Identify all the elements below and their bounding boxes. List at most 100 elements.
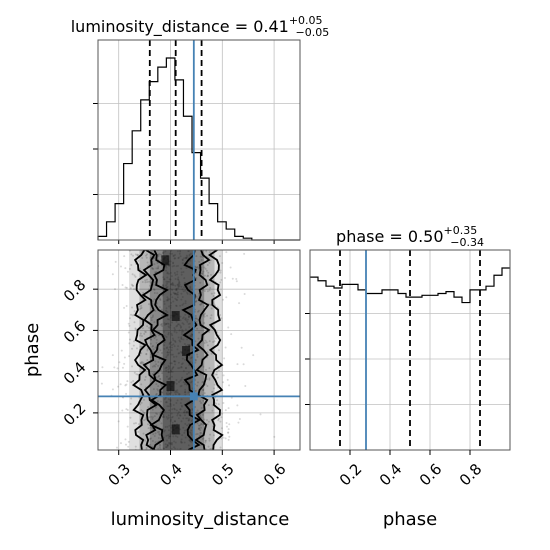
sample-point — [200, 272, 203, 275]
sample-point — [228, 384, 231, 387]
sample-point — [182, 417, 185, 420]
sample-point — [165, 401, 168, 404]
sample-point — [176, 273, 179, 276]
sample-point — [175, 320, 178, 323]
sample-point — [134, 275, 137, 278]
sample-point — [156, 351, 159, 354]
sample-point — [155, 376, 158, 379]
sample-point — [146, 325, 149, 328]
sample-point — [168, 365, 171, 368]
sample-point — [167, 272, 170, 275]
sample-point — [133, 371, 136, 374]
sample-point — [161, 294, 164, 297]
sample-point — [165, 375, 168, 378]
sample-point — [208, 367, 211, 370]
sample-point — [200, 407, 203, 410]
sample-point — [168, 378, 171, 381]
sample-point — [199, 281, 202, 284]
sample-point — [142, 411, 145, 414]
sample-point — [160, 369, 163, 372]
y-tick-label: 0.6 — [60, 317, 90, 347]
sample-point — [195, 276, 198, 279]
sample-point — [160, 308, 163, 311]
sample-point — [194, 317, 197, 320]
sample-point — [167, 297, 170, 300]
sample-point — [159, 298, 162, 301]
sample-point — [166, 285, 169, 288]
sample-point — [180, 363, 183, 366]
sample-point — [171, 370, 174, 373]
sample-point — [142, 316, 145, 319]
sample-point — [161, 372, 164, 375]
sample-point — [129, 287, 132, 290]
sample-point — [169, 403, 172, 406]
sample-point — [140, 304, 143, 307]
sample-point — [223, 357, 226, 360]
sample-point — [126, 409, 129, 412]
sample-point — [190, 411, 193, 414]
sample-point — [150, 316, 153, 319]
sample-point — [179, 408, 182, 411]
sample-point — [163, 341, 166, 344]
sample-point — [211, 390, 214, 393]
sample-point — [181, 357, 184, 360]
sample-point — [170, 369, 173, 372]
sample-point — [129, 416, 132, 419]
sample-point — [143, 332, 146, 335]
sample-point — [167, 322, 170, 325]
sample-point — [206, 290, 209, 293]
sample-point — [147, 406, 150, 409]
sample-point — [125, 392, 128, 395]
sample-point — [196, 381, 199, 384]
sample-point — [177, 284, 180, 287]
sample-point — [179, 385, 182, 388]
sample-point — [158, 443, 161, 446]
sample-point — [221, 262, 224, 265]
sample-point — [189, 293, 192, 296]
sample-point — [187, 314, 190, 317]
sample-point — [207, 274, 210, 277]
sample-point — [194, 361, 197, 364]
sample-point — [175, 391, 178, 394]
sample-point — [165, 446, 168, 449]
sample-point — [179, 324, 182, 327]
sample-point — [203, 305, 206, 308]
sample-point — [198, 424, 201, 427]
sample-point — [167, 364, 170, 367]
sample-point — [144, 254, 147, 257]
sample-point — [185, 411, 188, 414]
y-tick-label: 0.4 — [60, 358, 90, 388]
sample-point — [140, 409, 143, 412]
sample-point — [168, 405, 171, 408]
sample-point — [184, 317, 187, 320]
sample-point — [157, 375, 160, 378]
x-tick-label: 0.8 — [456, 460, 486, 490]
sample-point — [163, 322, 166, 325]
sample-point — [159, 378, 162, 381]
sample-point — [153, 263, 156, 266]
sample-point — [116, 367, 119, 370]
sample-point — [157, 389, 160, 392]
sample-point — [186, 424, 189, 427]
sample-point — [119, 265, 122, 268]
sample-point — [202, 389, 205, 392]
sample-point — [168, 264, 171, 267]
sample-point — [213, 292, 216, 295]
sample-point — [217, 369, 220, 372]
sample-point — [144, 330, 147, 333]
sample-point — [206, 314, 209, 317]
sample-point — [118, 361, 121, 364]
sample-point — [168, 376, 171, 379]
sample-point — [162, 276, 165, 279]
sample-point — [168, 351, 171, 354]
sample-point — [128, 324, 131, 327]
sample-point — [190, 333, 193, 336]
sample-point — [148, 326, 151, 329]
sample-point — [149, 342, 152, 345]
axes-frame — [97, 249, 301, 451]
sample-point — [114, 260, 117, 263]
sample-point — [154, 406, 157, 409]
sample-point — [171, 408, 174, 411]
sample-point — [202, 437, 205, 440]
sample-point — [238, 302, 241, 305]
